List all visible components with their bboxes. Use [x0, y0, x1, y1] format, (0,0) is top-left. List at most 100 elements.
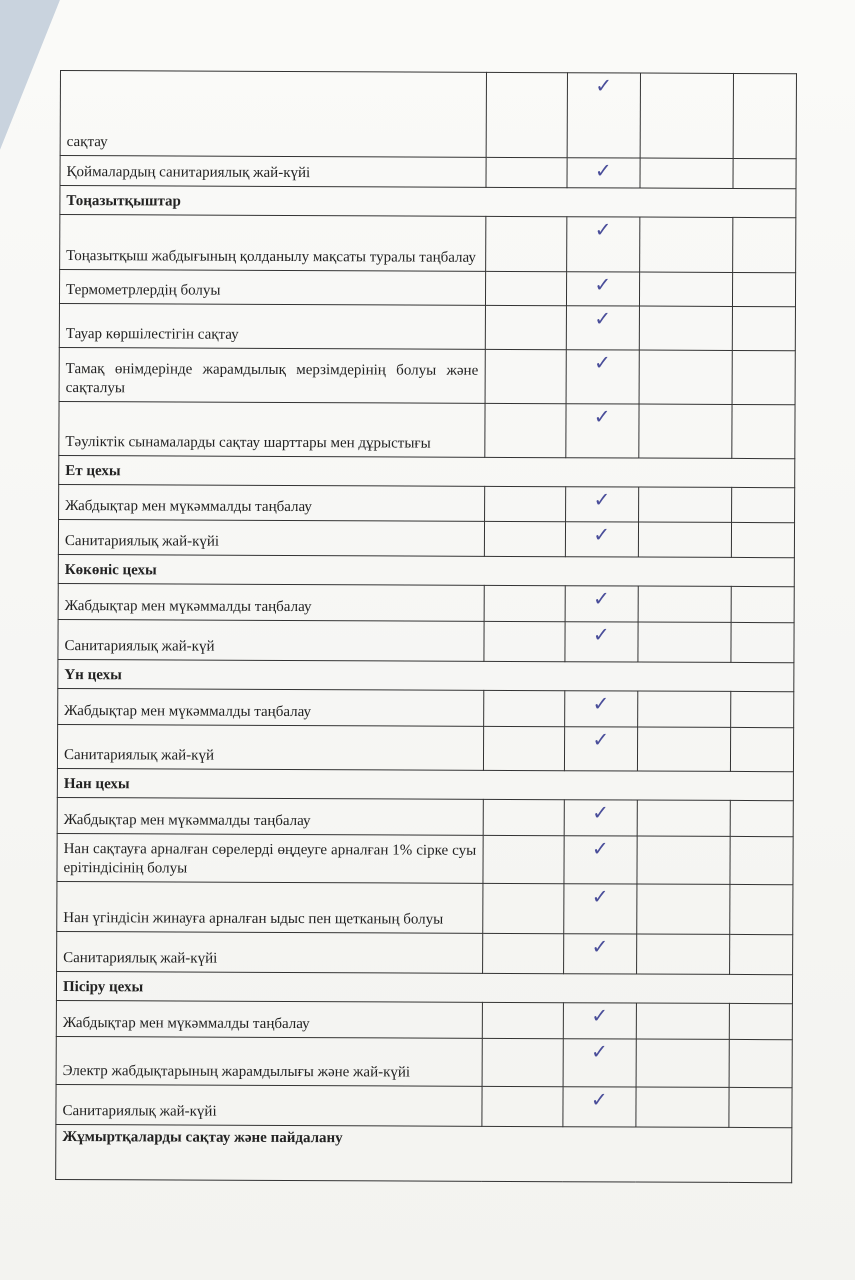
empty-cell[interactable]: [732, 158, 797, 189]
empty-cell[interactable]: [482, 835, 564, 884]
empty-cell[interactable]: [637, 727, 731, 772]
check-cell[interactable]: ✓: [562, 1002, 637, 1040]
item-text: Тәуліктік сынамаларды сақтау шарттары ме…: [58, 401, 485, 458]
item-text: Санитариялық жай-күй: [57, 724, 484, 771]
empty-cell[interactable]: [638, 404, 732, 459]
checklist-row: Санитариялық жай-күйі ✓: [58, 519, 795, 558]
item-text: Электр жабдықтарының жарамдылығы және жа…: [56, 1036, 482, 1087]
check-cell[interactable]: ✓: [566, 271, 640, 307]
empty-cell[interactable]: [637, 586, 732, 623]
check-cell[interactable]: ✓: [566, 157, 640, 189]
checklist-row: Жабдықтар мен мүкәммалды таңбалау ✓: [57, 797, 794, 837]
empty-cell[interactable]: [637, 622, 732, 663]
empty-cell[interactable]: [731, 586, 795, 623]
item-text: сақтау: [60, 70, 487, 158]
empty-cell[interactable]: [730, 800, 794, 837]
empty-cell[interactable]: [729, 836, 794, 885]
empty-cell[interactable]: [730, 622, 795, 663]
empty-cell[interactable]: [729, 1003, 793, 1040]
check-cell[interactable]: ✓: [563, 799, 638, 837]
check-cell[interactable]: ✓: [565, 305, 640, 351]
check-cell[interactable]: ✓: [562, 1038, 637, 1088]
empty-cell[interactable]: [638, 522, 732, 558]
empty-cell[interactable]: [483, 726, 565, 771]
empty-cell[interactable]: [485, 157, 567, 188]
empty-cell[interactable]: [638, 487, 732, 523]
empty-cell[interactable]: [482, 933, 564, 974]
item-text: Жабдықтар мен мүкәммалды таңбалау: [56, 1000, 483, 1039]
empty-cell[interactable]: [731, 404, 796, 459]
empty-cell[interactable]: [732, 306, 796, 351]
item-text: Жабдықтар мен мүкәммалды таңбалау: [58, 583, 484, 622]
empty-cell[interactable]: [484, 403, 566, 458]
empty-cell[interactable]: [483, 621, 565, 662]
empty-cell[interactable]: [731, 350, 796, 405]
check-cell[interactable]: ✓: [564, 585, 639, 623]
empty-cell[interactable]: [731, 522, 795, 558]
empty-cell[interactable]: [484, 305, 567, 350]
empty-cell[interactable]: [483, 585, 565, 622]
empty-cell[interactable]: [481, 1038, 563, 1087]
empty-cell[interactable]: [728, 1039, 793, 1088]
check-cell[interactable]: ✓: [565, 403, 639, 459]
checklist-row: Санитариялық жай-күй ✓: [57, 724, 794, 772]
empty-cell[interactable]: [484, 349, 566, 404]
check-cell[interactable]: ✓: [563, 933, 637, 975]
item-text: Санитариялық жай-күйі: [58, 519, 485, 557]
checkmark-icon: ✓: [594, 306, 612, 331]
empty-cell[interactable]: [729, 934, 793, 975]
checkmark-icon: ✓: [594, 217, 612, 242]
empty-cell[interactable]: [483, 521, 566, 557]
empty-cell[interactable]: [730, 691, 794, 728]
empty-cell[interactable]: [728, 1087, 793, 1128]
empty-cell[interactable]: [635, 1039, 730, 1088]
empty-cell[interactable]: [636, 1003, 730, 1040]
checklist-row: Санитариялық жай-күйі ✓: [56, 931, 793, 975]
check-cell[interactable]: ✓: [562, 1086, 636, 1128]
checklist-row: Жабдықтар мен мүкәммалды таңбалау ✓: [56, 1000, 793, 1040]
checklist-table: сақтау ✓ Қоймалардың санитариялық жай-күйі…: [55, 70, 797, 1183]
empty-cell[interactable]: [639, 73, 734, 159]
checklist-row: Тәуліктік сынамаларды сақтау шарттары ме…: [58, 401, 796, 459]
empty-cell[interactable]: [483, 690, 565, 727]
empty-cell[interactable]: [732, 272, 796, 307]
empty-cell[interactable]: [482, 799, 565, 836]
empty-cell[interactable]: [639, 306, 733, 351]
empty-cell[interactable]: [730, 727, 794, 772]
check-cell[interactable]: ✓: [565, 349, 640, 405]
empty-cell[interactable]: [637, 691, 731, 728]
checklist-row: Нан үгіндісін жинауға арналған ыдыс пен …: [56, 881, 793, 935]
empty-cell[interactable]: [636, 884, 730, 935]
empty-cell[interactable]: [732, 217, 796, 273]
empty-cell[interactable]: [485, 271, 567, 306]
empty-cell[interactable]: [638, 350, 733, 405]
check-cell[interactable]: ✓: [565, 486, 639, 523]
empty-cell[interactable]: [731, 487, 795, 523]
empty-cell[interactable]: [481, 1086, 563, 1127]
check-cell[interactable]: ✓: [565, 521, 639, 558]
empty-cell[interactable]: [639, 272, 733, 307]
empty-cell[interactable]: [729, 884, 793, 935]
check-cell[interactable]: ✓: [564, 690, 638, 728]
section-title: Нан цехы: [57, 768, 794, 801]
empty-cell[interactable]: [481, 1002, 564, 1039]
empty-cell[interactable]: [636, 836, 731, 885]
empty-cell[interactable]: [639, 217, 733, 273]
check-cell[interactable]: ✓: [563, 883, 637, 935]
empty-cell[interactable]: [635, 1087, 729, 1128]
empty-cell[interactable]: [636, 800, 731, 837]
check-cell[interactable]: ✓: [564, 726, 638, 772]
empty-cell[interactable]: [733, 73, 797, 159]
empty-cell[interactable]: [482, 883, 564, 934]
empty-cell[interactable]: [484, 486, 566, 522]
check-cell[interactable]: ✓: [566, 216, 640, 273]
empty-cell[interactable]: [639, 158, 734, 189]
empty-cell[interactable]: [485, 72, 568, 158]
empty-cell[interactable]: [636, 934, 730, 975]
item-text: Санитариялық жай-күй: [57, 619, 484, 662]
check-cell[interactable]: ✓: [563, 835, 637, 885]
check-cell[interactable]: ✓: [564, 621, 638, 663]
check-cell[interactable]: ✓: [566, 72, 641, 159]
empty-cell[interactable]: [485, 216, 567, 272]
